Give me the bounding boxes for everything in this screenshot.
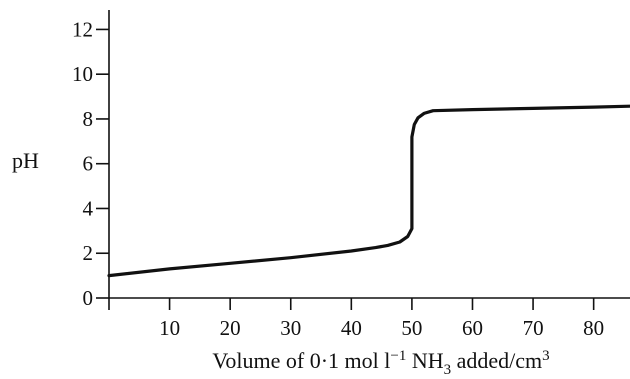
x-tick-label: 70 [523,316,544,340]
x-tick-label: 30 [280,316,301,340]
x-tick-label: 50 [401,316,422,340]
y-tick-label: 10 [72,62,93,86]
x-axis-label-exponent: 3 [542,348,550,364]
y-tick-label: 12 [72,17,93,41]
titration-curve [107,104,630,278]
x-axis-label-part: NH [406,348,443,373]
axes [108,10,630,310]
x-tick-label: 10 [159,316,180,340]
y-tick-label: 0 [83,286,94,310]
x-axis-ticks: 10 20 30 40 50 60 70 80 [159,298,604,340]
x-axis-label-subscript: 3 [444,362,452,378]
x-tick-label: 40 [341,316,362,340]
series-group [107,104,630,278]
x-tick-label: 80 [583,316,604,340]
y-tick-label: 4 [83,196,94,220]
y-tick-label: 8 [83,107,94,131]
x-axis-label-exponent: −1 [390,348,406,364]
y-tick-label: 6 [83,152,94,176]
y-axis-ticks: 0 2 4 6 8 10 12 [72,17,109,310]
y-axis-label: pH [12,148,39,173]
x-tick-label: 20 [220,316,241,340]
x-axis-label: Volume of 0·1 mol l−1 NH3 added/cm3 [212,348,549,378]
x-axis-label-part: added/cm [451,348,542,373]
y-tick-label: 2 [83,241,94,265]
x-tick-label: 60 [462,316,483,340]
x-axis-label-part: Volume of 0·1 mol l [212,348,390,373]
